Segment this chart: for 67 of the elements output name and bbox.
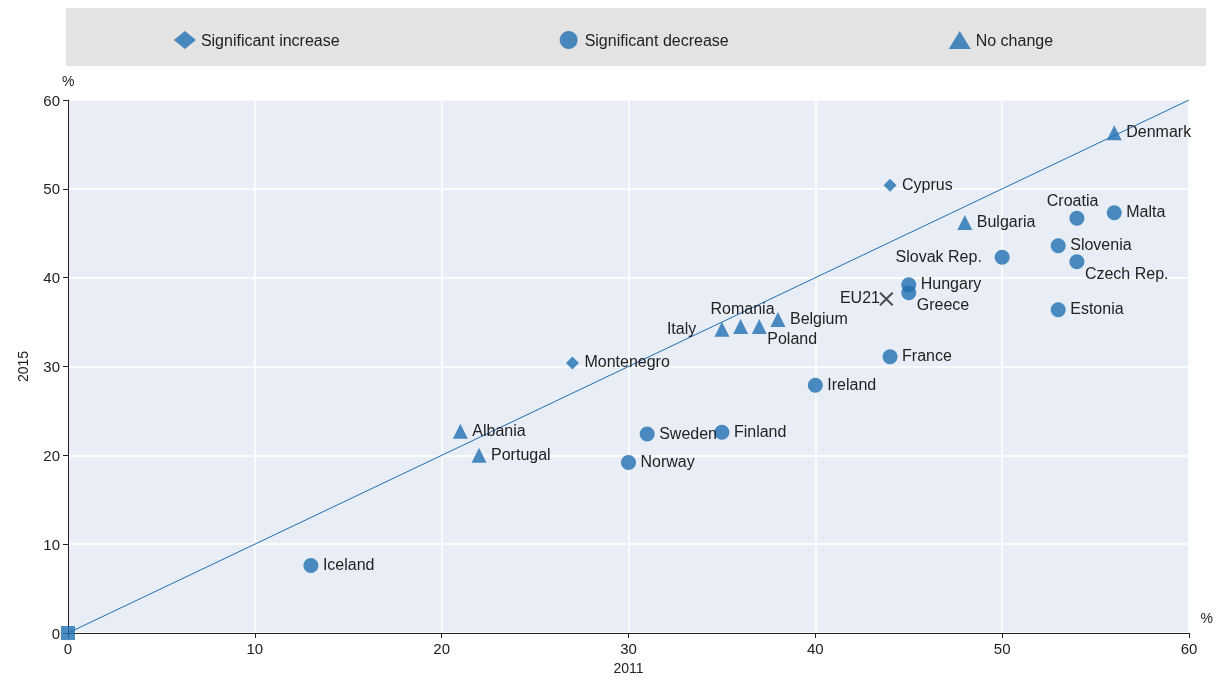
x-tick-label: 60 <box>1180 640 1198 657</box>
legend-label: Significant decrease <box>584 31 729 49</box>
point <box>1050 238 1066 254</box>
y-tick-label: 30 <box>43 358 60 375</box>
point <box>879 291 894 306</box>
annotation: Greece <box>916 296 970 314</box>
annotation: Czech Rep. <box>1084 265 1169 283</box>
point <box>639 426 655 442</box>
legend-label: No change <box>975 31 1054 49</box>
annotation: Cyprus <box>902 175 953 193</box>
x-tick-label: 40 <box>806 640 824 657</box>
point <box>901 285 917 301</box>
annotation: Slovenia <box>1070 236 1132 254</box>
annotation: Portugal <box>491 445 551 463</box>
text: % <box>62 73 75 89</box>
point <box>452 423 468 439</box>
point <box>565 356 579 370</box>
legend-label: Significant increase <box>200 31 340 49</box>
y-tick-label: 40 <box>43 269 60 287</box>
point <box>61 626 75 640</box>
y-axis-title: 2015 <box>15 350 31 383</box>
y-tick-label: 10 <box>43 535 60 553</box>
x-tick-label: 0 <box>63 640 73 657</box>
point <box>714 424 730 440</box>
annotation: Slovak Rep. <box>895 247 982 265</box>
y-tick-label: 20 <box>43 446 60 464</box>
annotation: Sweden <box>659 424 718 442</box>
point <box>303 557 319 573</box>
annotation: Iceland <box>322 555 375 573</box>
annotation: EU21 <box>839 289 881 307</box>
annotation: Norway <box>640 452 695 470</box>
y-tick-label: 0 <box>51 624 60 642</box>
annotation: Poland <box>767 330 818 348</box>
x-tick-label: 20 <box>433 640 451 657</box>
x-tick-label: 50 <box>993 640 1011 657</box>
point <box>751 319 767 335</box>
point <box>1106 125 1122 141</box>
annotation: Malta <box>1126 203 1166 221</box>
point <box>471 447 487 463</box>
point <box>1069 210 1085 226</box>
point <box>994 249 1010 265</box>
annotation: Croatia <box>1046 191 1099 209</box>
x-axis-title: 2011 <box>613 659 644 676</box>
point <box>883 178 897 192</box>
x-tick-label: 10 <box>246 640 264 657</box>
point <box>807 377 823 393</box>
x-tick-label: 30 <box>620 640 637 657</box>
annotation: France <box>902 347 952 365</box>
y-tick-label: 60 <box>43 91 60 109</box>
annotation: Bulgaria <box>976 213 1036 231</box>
point <box>957 215 973 231</box>
text: % <box>1200 610 1213 626</box>
point <box>882 349 898 365</box>
annotation: Italy <box>666 319 697 337</box>
point <box>1050 302 1066 318</box>
annotation: Denmark <box>1126 123 1193 141</box>
point <box>621 454 636 470</box>
annotation: Estonia <box>1070 300 1124 318</box>
point <box>1106 205 1122 221</box>
y-tick-label: 50 <box>43 180 60 198</box>
point <box>714 321 730 337</box>
annotation: Belgium <box>789 309 848 327</box>
annotation: Hungary <box>920 275 982 293</box>
annotation: Ireland <box>827 375 877 393</box>
point <box>1069 254 1085 270</box>
point <box>733 319 749 335</box>
annotation: Finland <box>733 422 787 440</box>
